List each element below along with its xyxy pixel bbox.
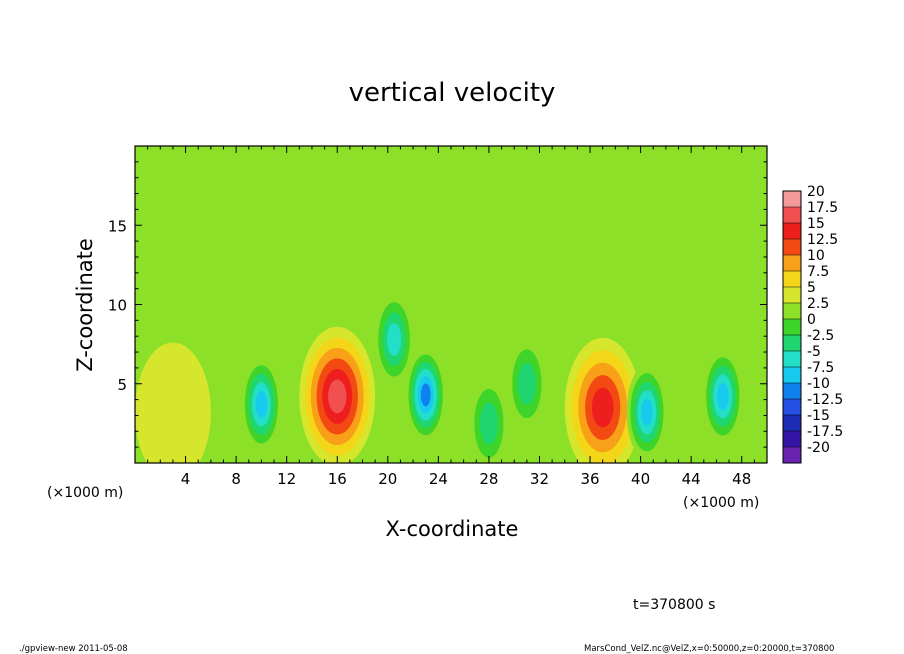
colorbar-label: -17.5 [807,424,843,440]
colorbar-bin [783,255,801,272]
x-axis-label: X-coordinate [386,517,519,541]
field-feature [405,347,446,443]
field-feature [299,326,376,463]
colorbar-bin [783,431,801,448]
x-unit-label-left: (×1000 m) [47,485,123,501]
colorbar: 2017.51512.5107.552.50-2.5-5-7.5-10-12.5… [782,184,843,464]
field-contour [387,322,402,356]
x-tick-label: 24 [429,470,448,488]
field-background [135,146,767,463]
source-label: MarsCond_VelZ.nc@VelZ,x=0:50000,z=0:2000… [584,644,834,654]
field-feature [564,337,641,463]
colorbar-label: 20 [807,184,825,200]
colorbar-bin [783,351,801,368]
y-tick-label: 5 [117,376,127,394]
colorbar-bin [783,399,801,416]
x-tick-label: 12 [277,470,296,488]
colorbar-label: 12.5 [807,232,838,248]
colorbar-label: 0 [807,312,816,328]
colorbar-bin [783,335,801,352]
y-axis-ticks: 5 10 15 [108,161,767,448]
field-feature [373,291,415,387]
field-feature [702,348,743,444]
x-tick-label: 48 [732,470,751,488]
colorbar-bin [783,447,801,464]
colorbar-label: -20 [807,440,830,456]
colorbar-label: 5 [807,280,816,296]
colorbar-bin [783,271,801,288]
colorbar-bin [783,383,801,400]
colorbar-bin [783,287,801,304]
x-tick-label: 4 [181,470,191,488]
colorbar-label: 17.5 [807,200,838,216]
colorbar-label: 15 [807,216,825,232]
field-contour [517,362,536,405]
colorbar-bin [783,223,801,240]
colorbar-bin [783,415,801,432]
x-tick-label: 28 [479,470,498,488]
x-unit-label-right: (×1000 m) [683,495,759,511]
colorbar-label: -7.5 [807,360,834,376]
colorbar-bin [783,367,801,384]
field-contour [591,387,614,428]
y-tick-label: 10 [108,297,127,315]
x-axis-ticks: 4 8 12 16 20 24 28 32 36 40 44 48 [147,146,755,488]
colorbar-label: -15 [807,408,830,424]
y-axis-label: Z-coordinate [73,238,97,372]
field-feature [626,364,668,460]
field-feature [241,356,282,452]
colorbar-label: -10 [807,376,830,392]
chart-title: vertical velocity [349,78,556,108]
colorbar-bin [783,303,801,320]
field-contour [420,383,431,407]
colorbar-label: 10 [807,248,825,264]
colorbar-bin [783,239,801,256]
colorbar-bin [783,319,801,336]
colorbar-bin [783,207,801,224]
x-tick-label: 40 [631,470,650,488]
colorbar-label: 7.5 [807,264,829,280]
x-tick-label: 8 [231,470,241,488]
heatmap-field [135,146,767,463]
colorbar-label: 2.5 [807,296,829,312]
x-tick-label: 16 [328,470,347,488]
field-contour [641,398,653,426]
field-feature [135,342,211,463]
plot-area [134,145,768,464]
x-tick-label: 44 [682,470,701,488]
field-contour [716,382,729,411]
x-tick-label: 36 [580,470,599,488]
colorbar-bin [783,191,801,208]
time-label: t=370800 s [633,597,715,613]
field-contour [255,390,268,418]
colorbar-label: -2.5 [807,328,834,344]
field-contour [328,379,347,414]
field-feature [506,336,548,432]
x-tick-label: 32 [530,470,549,488]
y-tick-label: 15 [108,217,127,235]
x-tick-label: 20 [378,470,397,488]
field-contour [135,342,211,463]
colorbar-label: -12.5 [807,392,843,408]
field-contour [479,402,498,445]
program-label: ./gpview-new 2011-05-08 [19,644,128,654]
colorbar-label: -5 [807,344,821,360]
field-feature [468,375,510,463]
